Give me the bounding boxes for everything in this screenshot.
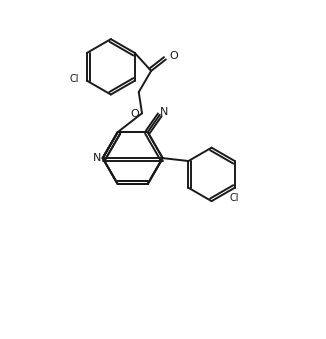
Text: N: N — [93, 153, 101, 163]
Text: Cl: Cl — [69, 74, 79, 84]
Text: O: O — [130, 109, 139, 119]
Text: O: O — [169, 51, 178, 61]
Text: Cl: Cl — [230, 193, 240, 203]
Text: N: N — [160, 107, 168, 117]
